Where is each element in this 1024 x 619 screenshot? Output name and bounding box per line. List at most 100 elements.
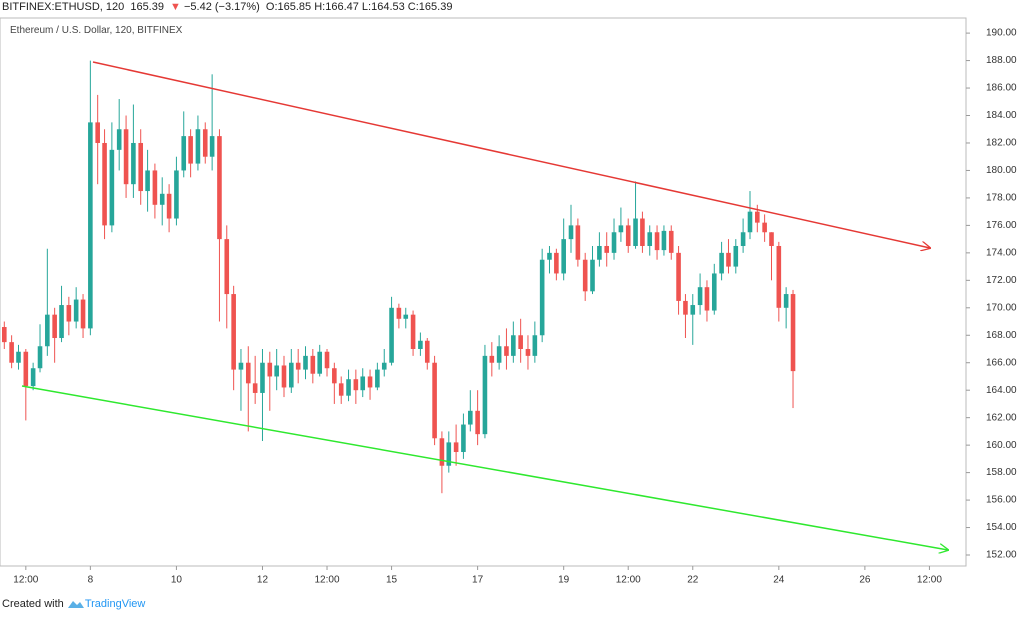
candle-body (446, 442, 452, 466)
candle-body (332, 368, 337, 384)
candle-body (381, 362, 387, 370)
candle-body (568, 225, 574, 240)
candle-body (174, 170, 179, 219)
candle-body (2, 327, 7, 343)
candle-body (389, 307, 394, 363)
candle-body (690, 305, 696, 315)
y-tick-label: 168.00 (986, 330, 1017, 341)
candle-body (159, 193, 165, 205)
candle-body (554, 252, 559, 274)
candle-body (711, 273, 717, 311)
x-tick-label: 12:00 (13, 575, 38, 586)
candle-body (403, 314, 409, 319)
change: −5.42 (−3.17%) (184, 1, 260, 13)
y-tick-label: 152.00 (986, 550, 1017, 561)
candle-body (375, 369, 380, 388)
x-tick-label: 26 (859, 575, 871, 586)
candle-body (719, 252, 724, 274)
x-tick-label: 24 (773, 575, 785, 586)
candle-body (654, 232, 660, 251)
y-tick-label: 158.00 (986, 467, 1017, 478)
candle-body (755, 211, 760, 223)
candle-body (561, 239, 566, 274)
x-tick-label: 17 (472, 575, 484, 586)
candle-body (360, 376, 366, 391)
candle-body (740, 232, 746, 246)
candle-body (439, 438, 445, 466)
candle-body (762, 222, 767, 233)
x-tick-label: 15 (386, 575, 398, 586)
candle-body (102, 142, 107, 226)
y-tick-label: 190.00 (986, 28, 1017, 39)
candle-body (295, 362, 301, 370)
candle-body (260, 362, 265, 393)
candle-body (683, 300, 688, 315)
candle-body (726, 252, 731, 267)
candle-body (367, 376, 373, 388)
candle-body (52, 314, 57, 339)
change-arrow: ▼ (170, 1, 181, 13)
candle-body (66, 305, 72, 322)
candle-body (45, 314, 50, 347)
x-tick-label: 12:00 (917, 575, 942, 586)
candle-body (396, 307, 402, 319)
candle-body (30, 368, 36, 387)
candle-body (138, 142, 144, 192)
candle-body (625, 225, 631, 246)
candle-body (661, 230, 667, 251)
candle-body (252, 383, 258, 393)
candle-body (95, 122, 100, 143)
candle-body (346, 379, 351, 396)
candle-body (166, 193, 172, 219)
y-tick-label: 170.00 (986, 302, 1017, 313)
candle-body (525, 348, 531, 356)
y-tick-label: 180.00 (986, 165, 1017, 176)
candle-body (547, 252, 552, 260)
candle-body (224, 239, 230, 295)
y-tick-label: 166.00 (986, 357, 1017, 368)
candle-body (116, 129, 122, 150)
x-tick-label: 12:00 (616, 575, 641, 586)
candle-body (582, 259, 588, 292)
footer: Created with TradingView (2, 598, 145, 610)
candle-body (131, 142, 136, 185)
brand-logo (67, 601, 84, 609)
candle-body (195, 129, 201, 164)
chart-subtitle: Ethereum / U.S. Dollar, 120, BITFINEX (10, 25, 183, 36)
candle-body (245, 362, 251, 384)
candle-body (511, 335, 516, 356)
candle-body (668, 230, 674, 253)
candle-body (59, 305, 64, 339)
resistance-trendline (92, 61, 930, 248)
candle-body (418, 340, 423, 349)
candle-body (633, 218, 638, 246)
candles (2, 60, 796, 494)
candle-body (23, 351, 29, 387)
y-tick-label: 182.00 (986, 138, 1017, 149)
candle-body (73, 299, 79, 322)
y-tick-label: 156.00 (986, 495, 1017, 506)
candle-body (575, 225, 581, 260)
candle-body (123, 129, 129, 185)
candle-body (461, 424, 466, 453)
candle-body (532, 335, 538, 356)
candle-body (647, 232, 653, 246)
candle-body (611, 232, 617, 253)
candle-body (231, 294, 236, 370)
candle-body (468, 410, 473, 425)
y-tick-label: 178.00 (986, 193, 1017, 204)
y-tick-label: 162.00 (986, 412, 1017, 423)
candle-body (424, 340, 430, 363)
symbol: BITFINEX:ETHUSD, 120 (2, 1, 125, 13)
y-tick-label: 164.00 (986, 385, 1017, 396)
y-tick-label: 154.00 (986, 522, 1017, 533)
y-tick-label: 172.00 (986, 275, 1017, 286)
candle-body (9, 342, 14, 363)
candle-body (482, 355, 488, 435)
candle-body (747, 211, 753, 233)
brand[interactable]: TradingView (84, 598, 146, 610)
x-tick-label: 12:00 (315, 575, 340, 586)
